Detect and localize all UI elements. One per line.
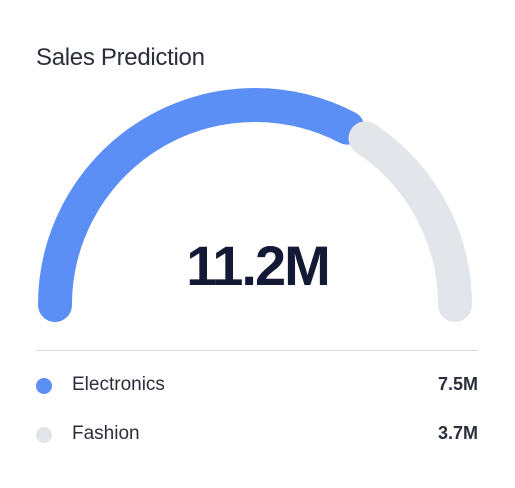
legend-dot-fashion [36,427,52,443]
gauge-segment-electronics [38,88,365,322]
legend-label: Electronics [72,374,165,395]
gauge-total-value: 11.2M [186,234,331,297]
divider [36,350,478,351]
gauge-segment-fashion [348,121,472,322]
legend-value: 3.7M [437,423,478,443]
legend-dot-electronics [36,378,52,394]
legend-item-fashion: Fashion 3.7M [36,420,478,448]
legend-label: Fashion [72,423,140,444]
legend-item-electronics: Electronics 7.5M [36,371,478,399]
card-title: Sales Prediction [36,44,205,71]
legend-value: 7.5M [437,374,478,394]
